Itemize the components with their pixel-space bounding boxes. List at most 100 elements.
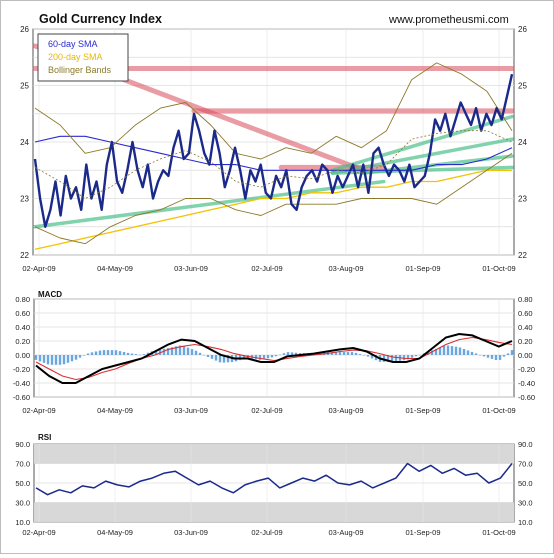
legend: 60-day SMA 200-day SMA Bollinger Bands [37,33,129,82]
macd-histogram-bar [186,347,190,355]
macd-histogram-bar [270,355,274,358]
macd-histogram-bar [70,355,74,362]
y-tick-label: 30.0 [15,499,30,508]
y-tick-label: -0.40 [13,379,30,388]
y-tick-label: -0.60 [13,393,30,402]
macd-histogram-bar [510,350,514,355]
y-tick-label: 0.80 [518,295,533,304]
x-tick-label: 02-Jul-09 [251,528,282,537]
macd-histogram-bar [358,354,362,355]
x-tick-label: 02-Apr-09 [22,264,55,273]
macd-histogram-bar [486,355,490,358]
y-tick-label: 0.20 [518,337,533,346]
y-tick-label: 0.00 [15,351,30,360]
x-tick-label: 03-Jun-09 [174,406,208,415]
support-trendline [33,179,386,229]
macd-histogram-bar [110,350,114,355]
bollinger-upper-line [34,62,513,160]
macd-histogram-bar [142,354,146,355]
macd-histogram-bar [498,355,502,360]
macd-histogram-bar [290,352,294,355]
macd-histogram-bar [330,352,334,355]
y-tick-label: 50.0 [518,479,533,488]
macd-histogram-bar [102,350,106,355]
macd-histogram-bar [78,355,82,358]
y-tick-label: 90.0 [15,440,30,449]
macd-histogram-bar [502,355,506,357]
macd-y-tick-labels-right: -0.60 -0.40 -0.20 0.00 0.20 0.40 0.60 0.80 [518,295,535,402]
macd-histogram-bar [262,355,266,360]
main-y-tick-labels-left: 22 23 24 25 26 [20,25,29,260]
x-tick-label: 03-Aug-09 [328,264,363,273]
y-tick-label: 0.40 [15,323,30,332]
y-tick-label: 24 [20,138,29,147]
macd-x-tick-labels: 02-Apr-09 04-May-09 03-Jun-09 02-Jul-09 03-A… [22,406,515,415]
y-tick-label: 0.00 [518,351,533,360]
macd-histogram-bar [298,353,302,355]
legend-box [37,33,129,82]
y-tick-label: 26 [518,25,527,34]
x-tick-label: 02-Jul-09 [251,264,282,273]
macd-histogram-bar [98,350,102,355]
y-tick-label: 0.80 [15,295,30,304]
y-tick-label: 70.0 [15,460,30,469]
macd-histogram-bar [254,355,258,360]
macd-histogram-bar [266,355,270,359]
macd-histogram-bar [158,349,162,355]
y-tick-label: 26 [20,25,29,34]
macd-histogram-bar [118,351,122,355]
y-tick-label: 0.20 [15,337,30,346]
macd-histogram-bar [66,355,70,363]
price-line [33,73,514,228]
x-tick-label: 01-Oct-09 [482,264,515,273]
macd-histogram-bar [154,349,158,355]
macd-histogram-bar [354,352,358,355]
macd-title: MACD [38,290,62,299]
macd-histogram-bar [174,346,178,355]
legend-bollinger: Bollinger Bands [48,65,112,75]
macd-histogram-bar [218,355,222,363]
macd-histogram-bar [222,355,226,363]
macd-histogram-bar [58,355,62,365]
x-tick-label: 04-May-09 [97,264,133,273]
x-tick-label: 03-Aug-09 [328,406,363,415]
macd-histogram-bar [82,355,86,356]
legend-sma200: 200-day SMA [48,52,103,62]
rsi-shaded-bands [34,444,514,522]
x-tick-label: 04-May-09 [97,528,133,537]
macd-histogram-bar [258,355,262,360]
macd-gridlines [34,298,514,398]
y-tick-label: 23 [518,195,527,204]
macd-histogram-bar [146,352,150,355]
macd-histogram-bar [462,348,466,355]
macd-histogram-bar [138,354,142,356]
y-tick-label: 10.0 [518,518,533,527]
rsi-panel: RSI 10.0 30.0 50.0 70.0 90.0 10.0 30.0 50.0 70.… [15,433,532,537]
bollinger-lower-line [34,152,513,245]
macd-histogram-bar [418,354,422,356]
macd-histogram-bar [214,355,218,361]
y-tick-label: 50.0 [15,479,30,488]
macd-histogram-bar [274,355,278,357]
macd-histogram-bar [430,350,434,355]
macd-histogram-bar [334,352,338,355]
macd-histogram-bar [386,355,390,362]
macd-histogram-bar [446,345,450,355]
macd-histogram [34,345,514,365]
macd-histogram-bar [338,352,342,355]
chart-title: Gold Currency Index [39,12,162,26]
y-tick-label: -0.60 [518,393,535,402]
macd-histogram-bar [454,346,458,355]
y-tick-label: 25 [20,82,29,91]
y-tick-label: 70.0 [518,460,533,469]
macd-histogram-bar [474,353,478,355]
x-tick-label: 01-Sep-09 [405,528,440,537]
legend-sma60: 60-day SMA [48,39,98,49]
macd-histogram-bar [362,355,366,356]
macd-histogram-bar [106,350,110,355]
macd-histogram-bar [466,350,470,355]
macd-histogram-bar [42,355,46,363]
main-y-tick-labels-right: 22 23 24 25 26 [518,25,527,260]
x-tick-label: 02-Apr-09 [22,406,55,415]
macd-histogram-bar [490,355,494,359]
